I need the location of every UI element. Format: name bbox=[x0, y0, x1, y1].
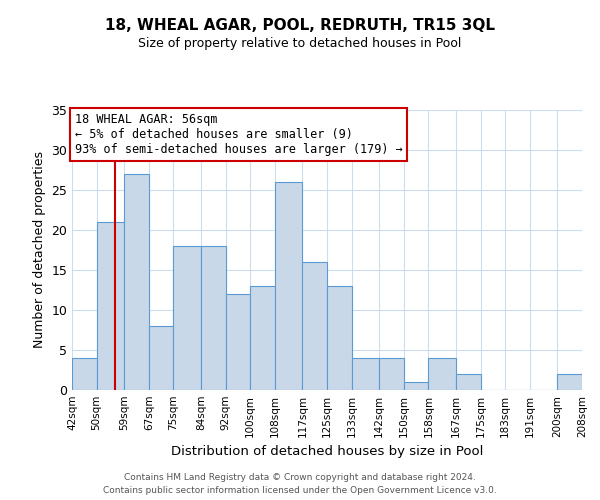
Bar bbox=[124, 174, 149, 390]
Text: 18 WHEAL AGAR: 56sqm
← 5% of detached houses are smaller (9)
93% of semi-detache: 18 WHEAL AGAR: 56sqm ← 5% of detached ho… bbox=[74, 113, 403, 156]
Bar bbox=[72, 358, 97, 390]
Text: 18, WHEAL AGAR, POOL, REDRUTH, TR15 3QL: 18, WHEAL AGAR, POOL, REDRUTH, TR15 3QL bbox=[105, 18, 495, 32]
Bar bbox=[275, 182, 302, 390]
Bar bbox=[379, 358, 404, 390]
Bar bbox=[149, 326, 173, 390]
Bar bbox=[428, 358, 456, 390]
Bar bbox=[327, 286, 352, 390]
Bar bbox=[97, 222, 124, 390]
Bar bbox=[201, 246, 226, 390]
Y-axis label: Number of detached properties: Number of detached properties bbox=[33, 152, 46, 348]
Text: Contains HM Land Registry data © Crown copyright and database right 2024.: Contains HM Land Registry data © Crown c… bbox=[124, 472, 476, 482]
X-axis label: Distribution of detached houses by size in Pool: Distribution of detached houses by size … bbox=[171, 446, 483, 458]
Bar bbox=[456, 374, 481, 390]
Bar bbox=[302, 262, 327, 390]
Bar bbox=[250, 286, 275, 390]
Bar bbox=[173, 246, 201, 390]
Bar bbox=[557, 374, 582, 390]
Bar bbox=[404, 382, 428, 390]
Bar bbox=[226, 294, 250, 390]
Text: Size of property relative to detached houses in Pool: Size of property relative to detached ho… bbox=[139, 38, 461, 51]
Text: Contains public sector information licensed under the Open Government Licence v3: Contains public sector information licen… bbox=[103, 486, 497, 495]
Bar bbox=[352, 358, 379, 390]
